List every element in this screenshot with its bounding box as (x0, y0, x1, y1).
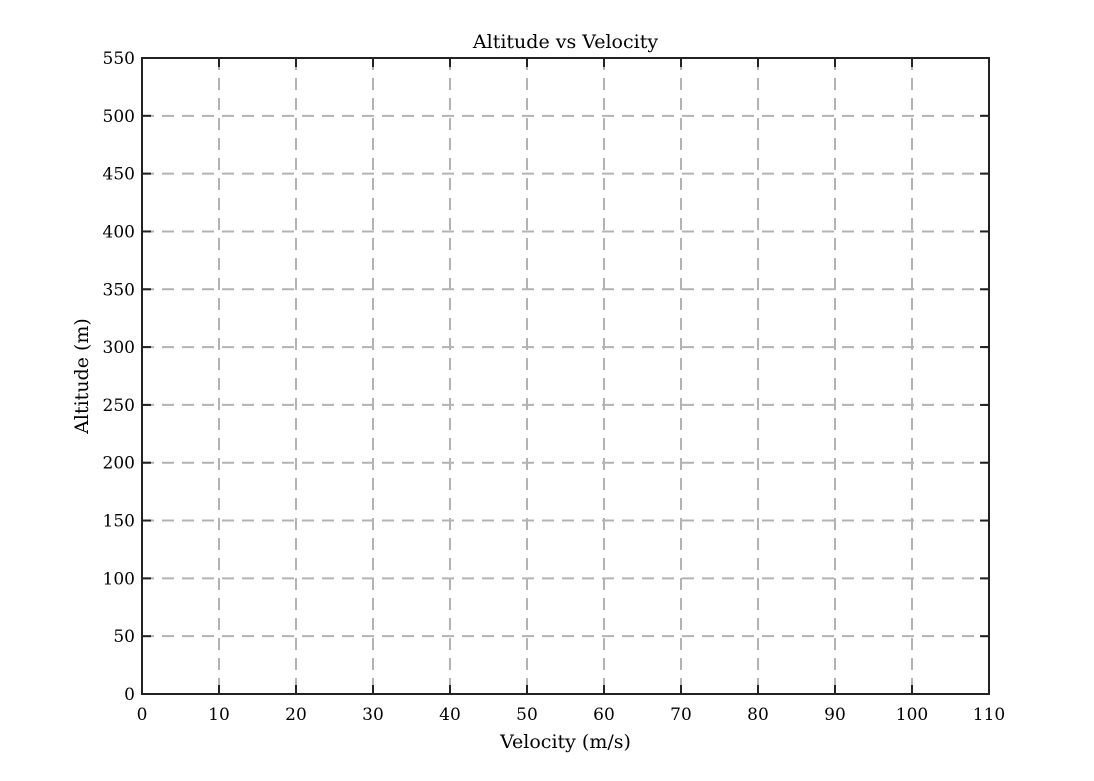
y-tick-label: 0 (124, 685, 135, 705)
x-tick-label: 30 (362, 705, 384, 725)
plot-background (142, 58, 989, 694)
x-tick-label: 70 (670, 705, 692, 725)
x-tick-label: 40 (439, 705, 461, 725)
y-tick-label: 300 (103, 338, 135, 358)
y-tick-label: 100 (103, 569, 135, 589)
y-tick-label: 400 (103, 222, 135, 242)
x-tick-label: 10 (208, 705, 230, 725)
x-axis-label: Velocity (m/s) (499, 731, 631, 753)
x-tick-label: 20 (285, 705, 307, 725)
grid-lines (142, 58, 989, 694)
x-tick-label: 90 (824, 705, 846, 725)
x-tick-label: 100 (896, 705, 928, 725)
x-tick-labels: 0 10 20 30 40 50 60 70 80 90 100 110 (137, 705, 1006, 725)
y-tick-label: 550 (103, 49, 135, 69)
chart-title: Altitude vs Velocity (472, 31, 658, 53)
x-tick-label: 80 (747, 705, 769, 725)
y-tick-label: 200 (103, 454, 135, 474)
y-tick-label: 50 (113, 627, 135, 647)
y-tick-label: 150 (103, 512, 135, 532)
axes-frame (141, 57, 990, 695)
y-axis-label: Altitude (m) (71, 318, 93, 435)
x-tick-label: 110 (973, 705, 1005, 725)
y-tick-label: 500 (103, 107, 135, 127)
tick-marks (141, 57, 990, 695)
x-tick-label: 50 (516, 705, 538, 725)
y-tick-labels: 0 50 100 150 200 250 300 350 400 450 500 550 (103, 49, 135, 705)
x-tick-label: 0 (137, 705, 148, 725)
x-tick-label: 60 (593, 705, 615, 725)
y-tick-label: 350 (103, 280, 135, 300)
y-tick-label: 250 (103, 396, 135, 416)
y-tick-label: 450 (103, 165, 135, 185)
